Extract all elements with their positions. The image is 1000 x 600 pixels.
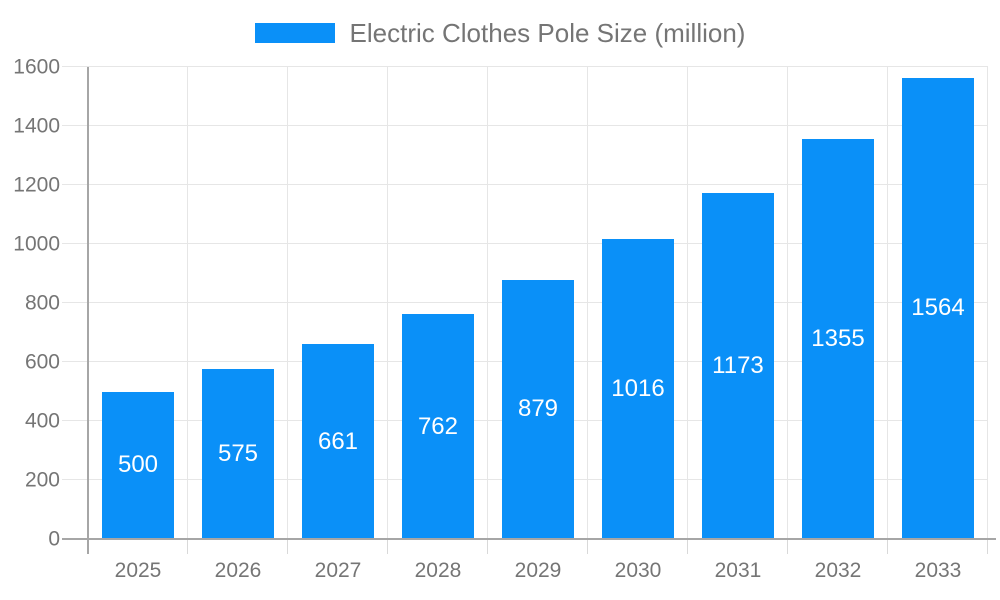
bar-2032: 1355 <box>802 139 874 539</box>
x-tick-9 <box>987 539 988 554</box>
bar-value-label-2030: 1016 <box>611 375 665 403</box>
chart-title: Electric Clothes Pole Size (million) <box>349 17 746 48</box>
v-gridline-9 <box>987 67 988 539</box>
plot-area: 0 200 400 600 800 1000 1200 1400 1600 500 2025 575 2… <box>13 57 996 581</box>
h-gridline-1600 <box>88 66 988 67</box>
y-axis-label-0: 0 <box>48 527 60 551</box>
bar-2029: 879 <box>502 279 574 539</box>
y-axis-label-800: 800 <box>24 291 60 315</box>
y-tick-1600 <box>62 66 88 67</box>
x-axis-label-2032: 2032 <box>814 559 862 582</box>
y-tick-200 <box>62 479 88 480</box>
bar-value-label-2027: 661 <box>317 427 359 455</box>
x-axis-label-2026: 2026 <box>214 559 262 582</box>
x-axis-label-2031: 2031 <box>714 559 762 582</box>
x-axis-label-2028: 2028 <box>414 559 462 582</box>
v-gridline-4 <box>487 67 488 539</box>
x-tick-2 <box>287 539 288 554</box>
v-gridline-1 <box>187 67 188 539</box>
y-axis-label-200: 200 <box>24 468 60 492</box>
y-axis-label-600: 600 <box>24 350 60 374</box>
bar-value-label-2025: 500 <box>117 451 159 479</box>
y-axis-line <box>87 67 89 554</box>
bar-value-label-2026: 575 <box>217 440 259 468</box>
y-axis-label-1400: 1400 <box>13 114 60 138</box>
v-gridline-2 <box>287 67 288 539</box>
x-axis-label-2025: 2025 <box>114 559 162 582</box>
y-tick-600 <box>62 361 88 362</box>
v-gridline-7 <box>787 67 788 539</box>
bar-value-label-2033: 1564 <box>911 294 965 322</box>
y-tick-1200 <box>62 184 88 185</box>
bar-value-label-2032: 1355 <box>811 325 865 353</box>
x-tick-8 <box>887 539 888 554</box>
legend-swatch[interactable] <box>254 23 335 43</box>
v-gridline-3 <box>386 67 388 539</box>
chart-legend: Electric Clothes Pole Size (million) <box>0 14 1000 52</box>
h-gridline-1000 <box>88 243 988 244</box>
x-tick-6 <box>686 539 688 554</box>
bar-2031: 1173 <box>701 192 774 539</box>
x-axis-label-2033: 2033 <box>914 559 962 582</box>
y-axis-label-400: 400 <box>24 409 60 433</box>
x-axis-label-2030: 2030 <box>614 559 662 582</box>
x-tick-5 <box>587 539 588 554</box>
bar-value-label-2029: 879 <box>517 395 559 423</box>
x-tick-3 <box>386 539 388 554</box>
bar-2025: 500 <box>102 391 174 539</box>
bar-value-label-2028: 762 <box>417 412 458 440</box>
y-tick-1400 <box>62 125 88 126</box>
bar-2027: 661 <box>302 344 374 539</box>
x-tick-4 <box>487 539 488 554</box>
x-tick-7 <box>787 539 788 554</box>
v-gridline-8 <box>887 67 888 539</box>
y-axis-label-1200: 1200 <box>13 173 60 197</box>
bar-2026: 575 <box>202 369 274 539</box>
y-axis-label-1000: 1000 <box>13 232 60 256</box>
bar-2030: 1016 <box>602 239 674 539</box>
x-axis-label-2029: 2029 <box>514 559 562 582</box>
v-gridline-6 <box>686 67 688 539</box>
y-axis-label-1600: 1600 <box>13 55 60 79</box>
x-tick-1 <box>187 539 188 554</box>
x-axis-line <box>62 538 996 540</box>
v-gridline-5 <box>587 67 588 539</box>
y-tick-800 <box>62 302 88 303</box>
bar-2033: 1564 <box>902 77 974 539</box>
y-tick-1000 <box>62 243 88 244</box>
x-axis-label-2027: 2027 <box>314 559 362 582</box>
y-tick-400 <box>62 420 88 421</box>
h-gridline-1200 <box>88 184 988 185</box>
h-gridline-1400 <box>88 125 988 126</box>
bar-2028: 762 <box>401 314 474 539</box>
bar-value-label-2031: 1173 <box>712 351 764 379</box>
